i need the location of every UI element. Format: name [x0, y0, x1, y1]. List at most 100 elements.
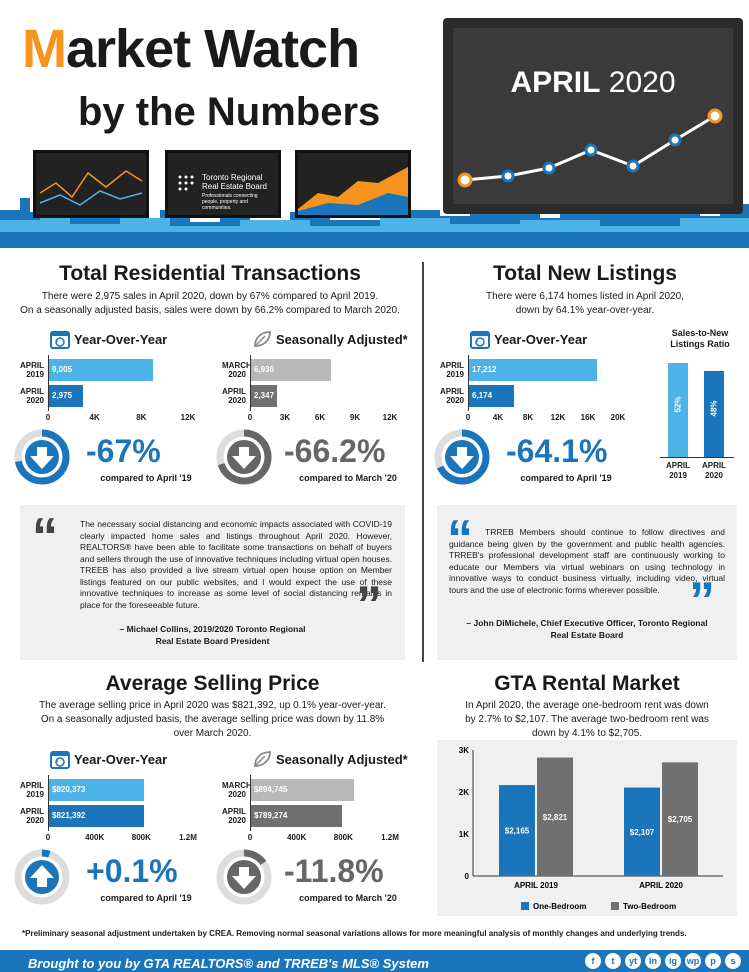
header-bar	[0, 232, 749, 248]
row-label-line2: 2020	[228, 396, 246, 405]
row-label: MARCH 2020	[222, 361, 252, 379]
axis-tick: 1.2M	[179, 833, 197, 842]
social-p-icon[interactable]: p	[705, 953, 721, 969]
row-label-line1: APRIL	[20, 361, 44, 370]
legend-label: One-Bedroom	[533, 902, 586, 911]
quote-open-icon: “	[32, 508, 58, 566]
price-yoy-panel: Year-Over-Year APRIL 2019 $820,373 APRIL 2020…	[14, 745, 210, 910]
transactions-sa-panel: Seasonally Adjusted* MARCH 2020 6,936 APRIL 2…	[216, 325, 412, 490]
axis-tick: 6K	[314, 413, 326, 422]
social-in-icon[interactable]: in	[645, 953, 661, 969]
axis-tick: 9K	[349, 413, 361, 422]
y-tick-label: 0	[465, 872, 470, 881]
percent-change: -11.8%	[284, 853, 384, 889]
social-s-icon[interactable]: s	[725, 953, 741, 969]
trreb-logo: Toronto Regional Real Estate Board Profe…	[202, 173, 267, 211]
row-label-line1: APRIL	[222, 387, 246, 396]
quote-open-icon: “	[447, 510, 473, 568]
row-label-line2: 2020	[446, 396, 464, 405]
monitor-1	[33, 150, 149, 218]
rental-chart-box: 0 1K 2K 3K $2,165 $2,821 APRIL 2019 $2,107 $2,70…	[437, 740, 737, 916]
legend-swatch	[611, 902, 619, 910]
rental-desc-3: down by 4.1% to $2,705.	[531, 728, 643, 739]
transactions-desc-2: On a seasonally adjusted basis, sales we…	[20, 305, 400, 316]
ratio-axis-label: APRIL 2019	[666, 461, 690, 480]
row-label: MARCH 2020	[222, 781, 252, 799]
footer-text: Brought to you by GTA REALTORS® and TRRE…	[28, 956, 429, 971]
trend-line-graphic	[457, 108, 723, 188]
title-rest: arket Watch	[65, 19, 360, 79]
social-yt-icon[interactable]: yt	[625, 953, 641, 969]
panel-label: Seasonally Adjusted*	[276, 331, 408, 347]
title-m: M	[22, 19, 67, 79]
rental-bar	[624, 787, 660, 876]
axis-tick: 8K	[136, 413, 147, 422]
axis-tick: 4K	[492, 413, 504, 422]
panel-label: Year-Over-Year	[494, 331, 588, 347]
row-label: APRIL 2019	[20, 781, 44, 799]
trreb-dots-icon	[178, 175, 194, 191]
compare-label: compared to April '19	[520, 473, 612, 483]
row-label-line1: MARCH	[222, 781, 252, 790]
page-subtitle: by the Numbers	[78, 90, 381, 134]
compare-label: compared to March '20	[299, 473, 397, 483]
calendar-icon	[50, 751, 70, 769]
axis-tick: 0	[465, 413, 471, 422]
footnote: *Preliminary seasonal adjustment underta…	[22, 929, 687, 938]
legend-label: Two-Bedroom	[623, 902, 676, 911]
ratio-bar: 52%	[668, 363, 688, 457]
row-label: APRIL 2019	[440, 361, 464, 379]
rental-desc-1: In April 2020, the average one-bedroom r…	[465, 700, 709, 711]
quote-dimichele-text: TRREB Members should continue to follow …	[449, 527, 725, 595]
axis-tick: 4K	[89, 413, 100, 422]
listings-desc-2: down by 64.1% year-over-year.	[515, 305, 655, 316]
row-label-line1: MARCH	[222, 361, 252, 370]
compare-label: compared to April '19	[100, 893, 192, 903]
y-tick-label: 2K	[459, 788, 469, 797]
quote-dimichele: “ TRREB Members should continue to follo…	[437, 505, 737, 660]
social-t-icon[interactable]: t	[605, 953, 621, 969]
compare-label: compared to April '19	[100, 473, 192, 483]
axis-tick: 0	[45, 413, 51, 422]
quote-dimichele-signature: – John DiMichele, Chief Executive Office…	[466, 618, 708, 640]
transactions-desc-1: There were 2,975 sales in April 2020, do…	[41, 291, 379, 302]
row-label: APRIL 2020	[222, 807, 246, 825]
row-label: APRIL 2020	[440, 387, 464, 405]
axis-line	[250, 355, 251, 411]
panel-label: Year-Over-Year	[74, 331, 168, 347]
quote-collins-text: The necessary social distancing and econ…	[80, 519, 392, 610]
transactions-yoy-panel: Year-Over-Year APRIL 2019 9,005 APRIL 2020 2,9…	[14, 325, 210, 490]
axis-tick: 12K	[550, 413, 566, 422]
rental-bar	[537, 757, 573, 876]
y-tick-label: 3K	[459, 746, 469, 755]
ratio-bar-label: 52%	[673, 396, 683, 413]
panel-header: Year-Over-Year	[50, 749, 167, 769]
row-label-line2: 2020	[228, 816, 246, 825]
arrow-up-circle-icon	[14, 849, 70, 905]
ratio-axis-line	[660, 457, 734, 458]
percent-change: +0.1%	[86, 853, 178, 889]
axis-tick: 0	[247, 833, 253, 842]
row-label-line1: APRIL	[20, 781, 44, 790]
price-desc-3: over March 2020.	[173, 728, 252, 739]
panel-label: Year-Over-Year	[74, 751, 168, 767]
row-label-line1: APRIL	[20, 387, 44, 396]
social-wp-icon[interactable]: wp	[685, 953, 701, 969]
rental-desc-2: by 2.7% to $2,107. The average two-bedro…	[465, 714, 709, 725]
rental-bar-label: $2,821	[543, 813, 568, 822]
social-ig-icon[interactable]: ig	[665, 953, 681, 969]
social-icons: f t yt in ig wp p s	[585, 953, 741, 969]
rental-bar	[499, 785, 535, 876]
rental-chart: 0 1K 2K 3K $2,165 $2,821 APRIL 2019 $2,107 $2,70…	[459, 746, 723, 911]
social-f-icon[interactable]: f	[585, 953, 601, 969]
data-bar: $789,274	[250, 805, 343, 827]
arrow-down-circle-icon	[14, 429, 70, 485]
row-label: APRIL 2020	[20, 387, 44, 405]
panel-header: Seasonally Adjusted*	[252, 329, 408, 349]
axis-line	[468, 355, 469, 411]
data-bar: $821,392	[48, 805, 144, 827]
axis-tick: 0	[45, 833, 51, 842]
header: Market Watch by the Numbers APRIL 2020 T…	[0, 0, 749, 248]
monitor-3	[295, 150, 411, 218]
axis-tick: 8K	[522, 413, 534, 422]
